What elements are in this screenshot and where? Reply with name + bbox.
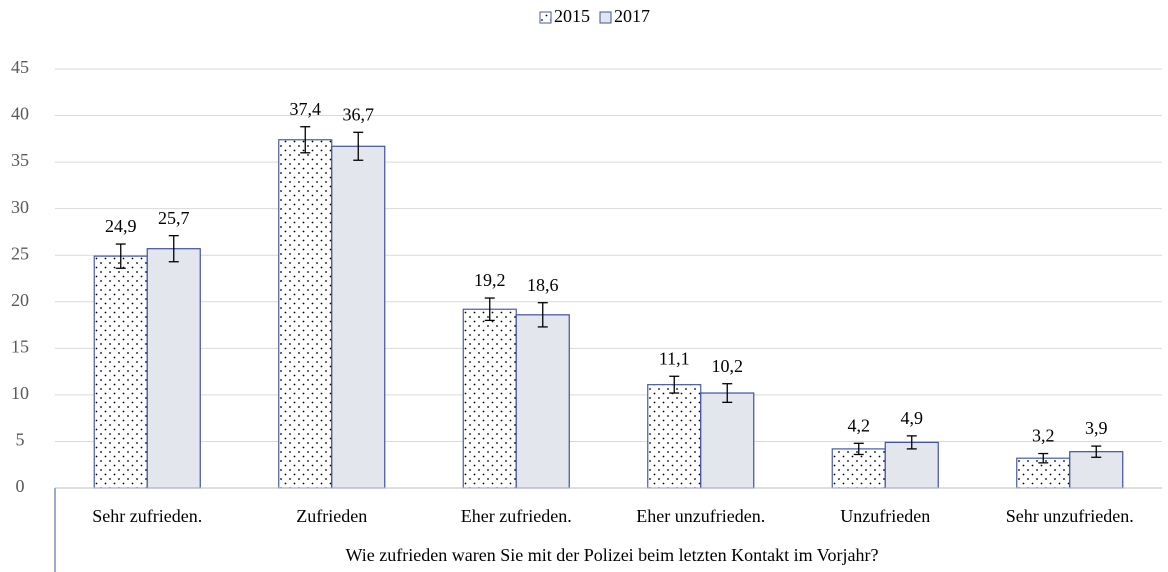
bar [93, 255, 148, 489]
legend-label: 2017 [614, 6, 650, 26]
value-label: 3,2 [1032, 426, 1055, 446]
error-bar [168, 235, 179, 263]
x-tick-label: Eher zufrieden. [461, 506, 572, 526]
bar [331, 145, 386, 489]
bar [884, 441, 939, 489]
y-tick-label: 10 [11, 383, 29, 403]
value-label: 3,9 [1085, 418, 1108, 438]
y-tick-label: 30 [11, 197, 29, 217]
y-tick-label: 20 [11, 290, 29, 310]
value-label: 10,2 [712, 356, 744, 376]
bar [278, 139, 333, 489]
error-bar [669, 375, 680, 394]
error-bar [906, 435, 917, 450]
x-tick-label: Eher unzufrieden. [636, 506, 765, 526]
error-bar [853, 442, 864, 456]
error-bar [722, 383, 733, 403]
error-bar [537, 302, 548, 328]
error-bar [353, 131, 364, 161]
y-tick-label: 45 [11, 57, 29, 77]
value-label: 4,2 [848, 415, 871, 435]
y-tick-label: 5 [16, 430, 25, 450]
error-bar [484, 297, 495, 322]
x-axis-title: Wie zufrieden waren Sie mit der Polizei … [346, 545, 879, 565]
value-label: 19,2 [474, 270, 506, 290]
bar [462, 308, 517, 489]
legend-swatch [539, 11, 552, 24]
x-tick-label: Zufrieden [296, 506, 367, 526]
x-tick-label: Sehr unzufrieden. [1006, 506, 1134, 526]
y-tick-label: 35 [11, 150, 29, 170]
value-label: 36,7 [343, 104, 375, 124]
x-tick-label: Sehr zufrieden. [92, 506, 202, 526]
value-label: 25,7 [158, 208, 190, 228]
value-label: 24,9 [105, 216, 137, 236]
legend-swatch [599, 11, 612, 24]
x-tick-label: Unzufrieden [840, 506, 930, 526]
y-tick-label: 15 [11, 336, 29, 356]
value-label: 11,1 [659, 348, 690, 368]
y-tick-label: 25 [11, 243, 29, 263]
error-bar [300, 126, 311, 154]
bar [146, 248, 201, 489]
bar [700, 392, 755, 489]
value-label: 18,6 [527, 275, 559, 295]
bar [647, 384, 702, 489]
y-tick-label: 0 [16, 476, 25, 496]
error-bar [1091, 445, 1102, 458]
y-tick-label: 40 [11, 104, 29, 124]
bar [515, 314, 570, 489]
legend-label: 2015 [554, 6, 590, 26]
value-label: 4,9 [901, 408, 924, 428]
error-bar [1038, 452, 1049, 464]
error-bar [115, 243, 126, 269]
value-label: 37,4 [290, 99, 322, 119]
